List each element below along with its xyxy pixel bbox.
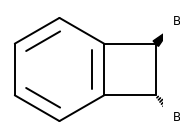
- Text: Br: Br: [173, 15, 180, 28]
- Polygon shape: [153, 29, 170, 46]
- Text: Br: Br: [173, 111, 180, 124]
